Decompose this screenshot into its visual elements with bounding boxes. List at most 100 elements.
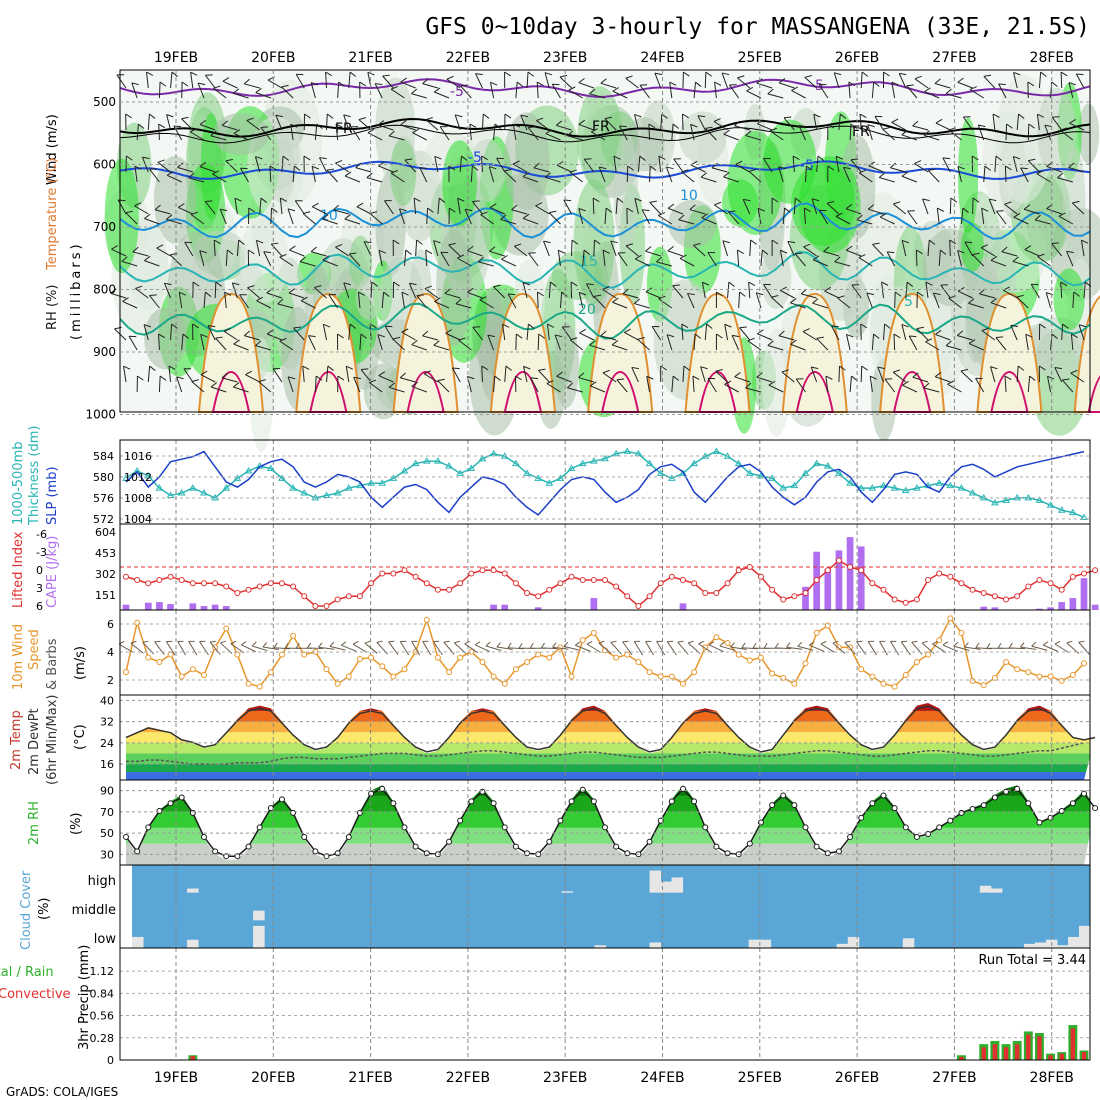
wind-barb-flag: [233, 129, 241, 134]
wind-barb: [571, 239, 579, 257]
wind10-line-point: [479, 658, 486, 665]
wind-barb-flag: [263, 251, 271, 254]
rh2m-line-point: [880, 792, 887, 799]
wind-barb-flag: [694, 333, 702, 339]
wind-barb-staff: [901, 324, 907, 341]
wind-barb-flag: [940, 249, 947, 255]
wind-barb: [322, 323, 331, 341]
lifted-index-line-point: [1025, 583, 1032, 590]
wind-barb-staff: [422, 335, 439, 341]
lifted-index-line-point: [891, 596, 898, 603]
wind10-line-point: [891, 683, 898, 690]
wind-barb-staff: [715, 370, 728, 383]
wind-barb-flag: [683, 71, 690, 77]
wind10-barb-flag: [209, 640, 216, 643]
wind-barb-staff: [634, 198, 639, 215]
warm-dome: [684, 292, 751, 413]
wind-barb-flag: [467, 376, 475, 380]
wind-barb-flag: [538, 368, 546, 371]
wind-barb-staff: [225, 160, 238, 173]
wind-barb-staff: [147, 114, 150, 131]
wind-barb: [502, 323, 510, 341]
cloud-bar-middle: [253, 910, 265, 921]
wind10-barb-flag: [199, 640, 206, 643]
wind-barb: [849, 375, 858, 393]
wind-barb-staff: [723, 176, 739, 183]
wind-barb-flag: [189, 128, 197, 133]
wind-barb: [816, 336, 829, 351]
wind-barb-flag: [184, 241, 192, 244]
wind-barb-flag: [845, 245, 853, 251]
wind-barb-staff: [281, 86, 294, 99]
temp-band: [126, 742, 1090, 754]
wind-barb-flag: [546, 380, 554, 384]
wind-barb-staff: [554, 334, 561, 351]
wind-barb-staff: [1061, 323, 1064, 341]
rh2m-line-point: [1014, 785, 1021, 792]
wind-barb-staff: [778, 335, 795, 341]
wind-barb-flag: [355, 162, 362, 169]
hot-contour: [600, 370, 640, 413]
wind-barb: [569, 337, 584, 351]
lifted-index-line-point: [991, 593, 998, 600]
wind-barb-staff: [867, 124, 873, 141]
temp2m-label-2: 2m DewPt: [27, 708, 42, 775]
wind-barb-flag: [416, 294, 424, 297]
wind-barb-flag: [328, 294, 336, 296]
wind10-barb-flag: [677, 640, 684, 643]
rh-shade: [1078, 103, 1100, 165]
wind-barb-staff: [578, 377, 594, 383]
wind-barb: [359, 81, 367, 99]
hot-contour: [990, 370, 1029, 413]
wind10-barb: [552, 642, 569, 650]
wind-barb: [641, 209, 651, 225]
wind10-barb-staff: [399, 641, 410, 656]
wind-barb-staff: [639, 84, 650, 99]
wind-barb-staff: [424, 288, 439, 299]
wind-barb-flag: [692, 375, 700, 381]
slp-line: [125, 450, 1085, 516]
wind10-line-point: [869, 673, 876, 680]
wind-barb-flag: [494, 123, 501, 129]
rh-shade: [982, 111, 1035, 213]
wind-barb-flag: [457, 197, 465, 202]
cape-bar: [156, 602, 163, 610]
wind-barb-flag: [378, 371, 386, 376]
rh2m-line-point: [679, 785, 686, 792]
wind-barb-flag: [917, 291, 924, 297]
wind-barb: [368, 379, 383, 393]
wind-barb-staff: [701, 217, 717, 225]
wind-barb-staff: [914, 163, 929, 173]
wind-barb: [858, 169, 873, 183]
wind10-barb-staff: [307, 647, 324, 650]
wind-barb: [667, 203, 684, 215]
wind-barb-staff: [690, 164, 706, 173]
wind-barb-flag: [877, 366, 885, 370]
wind-barb-staff: [158, 375, 161, 393]
wind-barb-staff: [994, 156, 997, 173]
wind-barb-flag: [1004, 375, 1012, 381]
lifted-index-line-point: [1092, 567, 1099, 574]
wind-barb: [359, 333, 367, 351]
wind-barb-flag: [645, 246, 652, 252]
wind-barb-staff: [500, 218, 517, 225]
wind-barb-flag: [422, 78, 429, 85]
wind-barb: [207, 325, 216, 341]
wind-barb-staff: [325, 71, 328, 89]
wind-barb-flag: [763, 157, 771, 160]
wind-barb: [901, 130, 918, 141]
wind-barb-staff: [671, 376, 674, 393]
wind-barb-staff: [742, 199, 751, 215]
wind-barb: [781, 369, 795, 383]
wind-barb-flag: [156, 244, 164, 249]
wind-barb-staff: [343, 114, 350, 131]
wind-barb: [794, 252, 806, 267]
contour-label: -5: [810, 78, 824, 94]
wind-barb: [578, 372, 594, 383]
wind10-line-point: [1036, 673, 1043, 680]
wind10-barb-flag: [667, 640, 674, 643]
wind-barb-flag: [176, 376, 184, 380]
lifted-index-line-point: [802, 590, 809, 596]
wind-barb-staff: [1030, 284, 1040, 299]
wind10-barb-flag: [364, 640, 371, 644]
